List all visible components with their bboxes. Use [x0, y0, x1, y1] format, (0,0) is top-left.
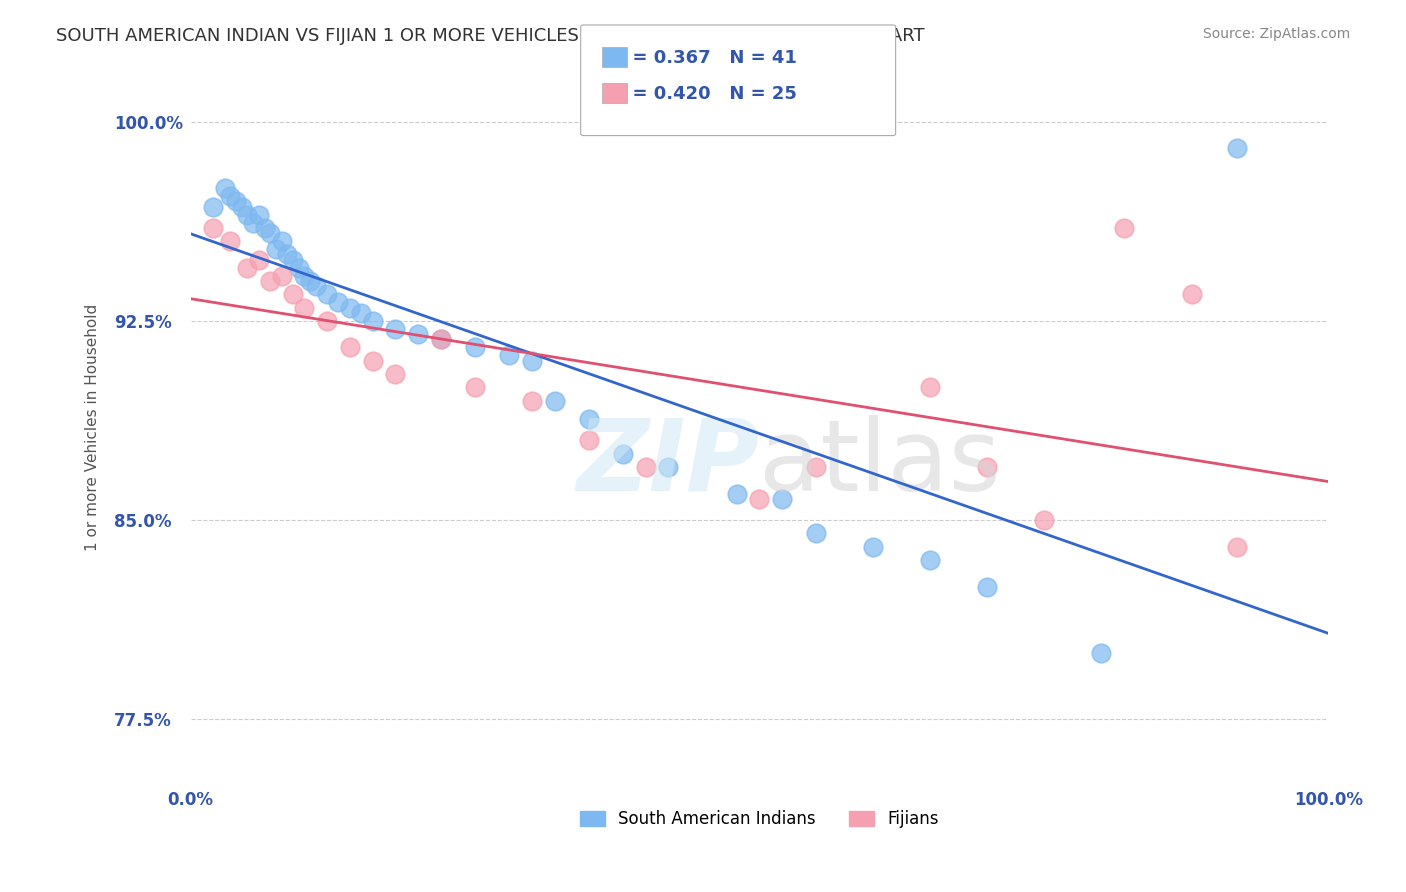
- Point: [236, 208, 259, 222]
- Point: [292, 301, 315, 315]
- Point: [259, 226, 281, 240]
- Point: [520, 393, 543, 408]
- Text: ZIP: ZIP: [576, 415, 759, 511]
- Text: R = 0.367   N = 41: R = 0.367 N = 41: [600, 49, 797, 67]
- Point: [202, 200, 225, 214]
- Point: [328, 295, 350, 310]
- Point: [384, 367, 406, 381]
- Point: [406, 327, 429, 342]
- Point: [1032, 513, 1054, 527]
- Point: [1181, 287, 1204, 301]
- Point: [219, 234, 242, 248]
- Point: [219, 189, 242, 203]
- Point: [1112, 221, 1135, 235]
- Point: [287, 260, 309, 275]
- Point: [578, 434, 600, 448]
- Point: [1226, 540, 1249, 554]
- Point: [862, 540, 884, 554]
- Point: [259, 274, 281, 288]
- Point: [316, 314, 339, 328]
- Point: [316, 287, 339, 301]
- Point: [544, 393, 567, 408]
- Point: [236, 260, 259, 275]
- Point: [634, 460, 657, 475]
- Text: SOUTH AMERICAN INDIAN VS FIJIAN 1 OR MORE VEHICLES IN HOUSEHOLD CORRELATION CHAR: SOUTH AMERICAN INDIAN VS FIJIAN 1 OR MOR…: [56, 27, 925, 45]
- Point: [253, 221, 276, 235]
- Point: [920, 380, 942, 394]
- Point: [464, 380, 486, 394]
- Point: [281, 287, 304, 301]
- Point: [281, 252, 304, 267]
- Point: [361, 353, 384, 368]
- Point: [225, 194, 247, 209]
- Point: [270, 268, 292, 283]
- Point: [339, 301, 361, 315]
- Point: [214, 181, 236, 195]
- Point: [578, 412, 600, 426]
- Point: [520, 353, 543, 368]
- Point: [612, 447, 634, 461]
- Point: [231, 200, 253, 214]
- Point: [430, 333, 453, 347]
- Y-axis label: 1 or more Vehicles in Household: 1 or more Vehicles in Household: [86, 303, 100, 550]
- Point: [299, 274, 322, 288]
- Point: [305, 279, 328, 293]
- Point: [976, 460, 998, 475]
- Point: [270, 234, 292, 248]
- Point: [976, 580, 998, 594]
- Text: R = 0.420   N = 25: R = 0.420 N = 25: [600, 85, 797, 103]
- Point: [350, 306, 373, 320]
- Point: [1226, 141, 1249, 155]
- Point: [242, 216, 264, 230]
- Point: [264, 242, 287, 256]
- Point: [1090, 646, 1112, 660]
- Point: [430, 333, 453, 347]
- Point: [748, 491, 770, 506]
- Point: [247, 252, 270, 267]
- Point: [384, 322, 406, 336]
- Point: [498, 348, 520, 362]
- Point: [202, 221, 225, 235]
- Legend: South American Indians, Fijians: South American Indians, Fijians: [574, 804, 946, 835]
- Point: [247, 208, 270, 222]
- Point: [806, 460, 828, 475]
- Point: [464, 341, 486, 355]
- Point: [920, 553, 942, 567]
- Point: [339, 341, 361, 355]
- Point: [806, 526, 828, 541]
- Point: [770, 491, 793, 506]
- Point: [361, 314, 384, 328]
- Text: Source: ZipAtlas.com: Source: ZipAtlas.com: [1202, 27, 1350, 41]
- Text: atlas: atlas: [759, 415, 1001, 511]
- Point: [292, 268, 315, 283]
- Point: [276, 247, 298, 261]
- Point: [657, 460, 679, 475]
- Point: [725, 486, 748, 500]
